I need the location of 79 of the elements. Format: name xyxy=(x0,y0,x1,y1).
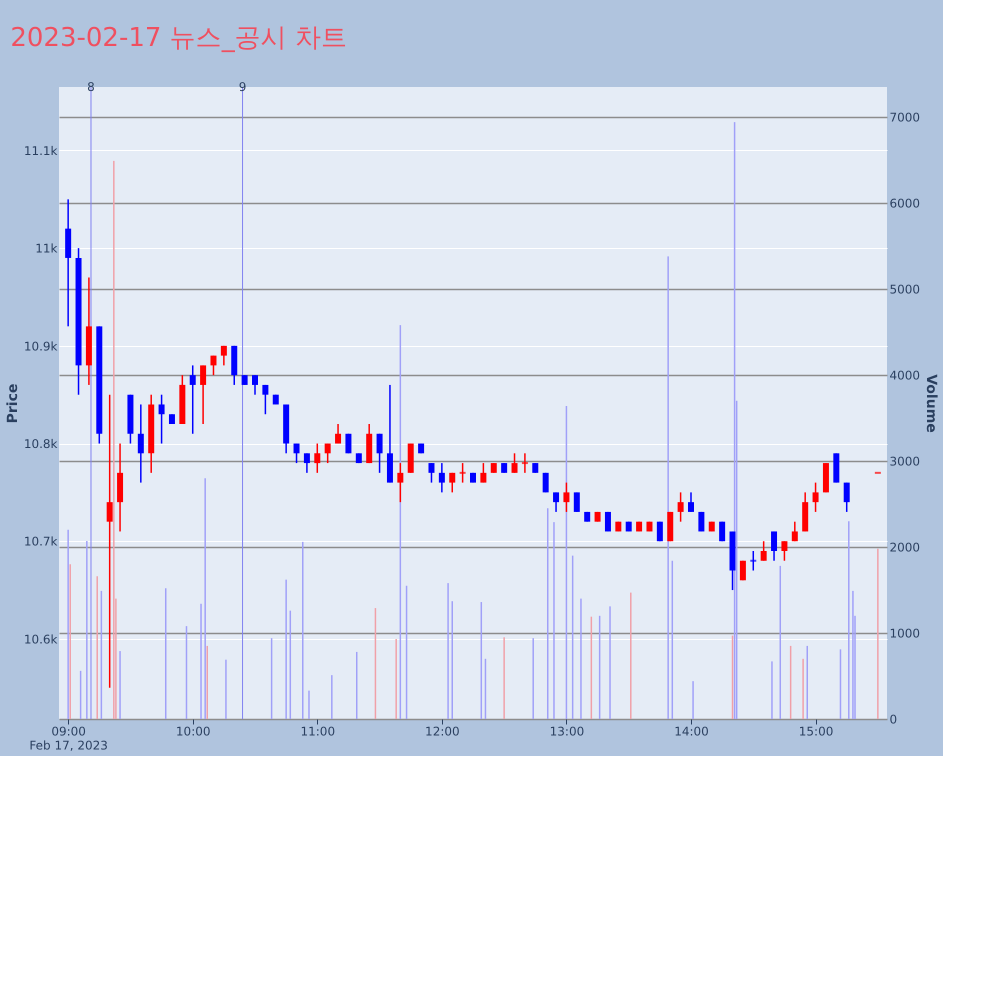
y-tick-label: 10.7k xyxy=(24,534,58,549)
candlestick xyxy=(563,482,570,513)
candlestick xyxy=(200,364,206,425)
y2-tick-label: 7000 xyxy=(890,110,920,125)
candlestick xyxy=(335,423,342,444)
y2-tick-label: 5000 xyxy=(890,282,920,297)
candlestick xyxy=(844,482,850,513)
candlestick xyxy=(771,530,778,562)
x-tick-label: 14:00 xyxy=(674,724,709,738)
candlestick xyxy=(324,442,331,464)
y2-axis-title: Volume xyxy=(923,374,940,433)
candlestick xyxy=(252,374,258,396)
candlestick xyxy=(646,520,652,532)
candlestick xyxy=(532,462,538,474)
candlestick xyxy=(438,462,445,494)
candlestick xyxy=(428,462,434,484)
candlestick xyxy=(220,345,227,366)
candlestick xyxy=(376,433,383,474)
candlestick xyxy=(242,374,248,386)
candlestick xyxy=(740,560,746,582)
y-tick-label: 10.8k xyxy=(24,437,58,452)
candlestick xyxy=(138,404,144,484)
x-tick-label: 12:00 xyxy=(425,724,460,738)
x-tick-label: 10:00 xyxy=(176,724,211,738)
candlestick xyxy=(812,482,819,513)
candlestick xyxy=(345,433,352,454)
candlestick xyxy=(449,472,456,494)
y-tick-label: 11.1k xyxy=(24,144,58,158)
candlestick xyxy=(262,384,268,415)
candlestick xyxy=(719,520,726,542)
candlestick xyxy=(708,520,715,532)
chart-title: 2023-02-17 뉴스_공시 차트 xyxy=(10,23,347,53)
x-tick-label: 09:00 Feb 17, 2023 xyxy=(29,724,108,752)
x-tick-label: 11:00 xyxy=(300,724,336,738)
candlestick xyxy=(553,492,560,513)
candlestick xyxy=(304,452,310,474)
candlestick xyxy=(604,511,611,532)
candlestick xyxy=(792,520,798,542)
y2-tick-label: 2000 xyxy=(890,540,920,555)
candlestick xyxy=(636,520,642,532)
candlestick xyxy=(750,550,756,572)
y2-tick-label: 3000 xyxy=(890,454,920,469)
y-axis-title: Price xyxy=(4,384,21,424)
ref-line-label: 8 xyxy=(87,80,95,94)
candlestick xyxy=(210,354,216,376)
candlestick xyxy=(574,492,580,513)
candlestick xyxy=(688,492,694,513)
candlestick xyxy=(480,462,486,484)
y-tick-label: 10.6k xyxy=(24,632,58,646)
candlestick xyxy=(490,462,497,474)
candlestick xyxy=(781,540,788,562)
candlestick xyxy=(626,520,632,532)
y-tick-label: 10.9k xyxy=(24,339,58,354)
candlestick xyxy=(314,442,320,474)
candlestick xyxy=(512,452,518,474)
candlestick xyxy=(522,452,528,474)
candlestick xyxy=(294,442,300,464)
candlestick xyxy=(418,442,424,454)
candlestick xyxy=(190,364,196,435)
x-tick-label: 13:00 xyxy=(550,724,584,738)
candlestick xyxy=(698,511,704,532)
candlestick xyxy=(460,462,466,484)
candlestick xyxy=(272,394,279,406)
y2-tick-label: 0 xyxy=(890,712,898,726)
ref-line-label: 9 xyxy=(238,80,246,94)
candlestick xyxy=(760,540,767,562)
candlestick xyxy=(397,462,404,503)
candlestick xyxy=(656,520,663,542)
candlestick xyxy=(542,472,549,494)
y-tick-label: 11k xyxy=(35,242,58,256)
candlestick xyxy=(501,462,508,474)
y2-tick-label: 1000 xyxy=(890,626,920,640)
candlestick xyxy=(678,492,684,522)
y2-tick-label: 4000 xyxy=(890,368,920,383)
x-tick-label: 15:00 xyxy=(798,724,834,738)
candlestick xyxy=(158,394,165,444)
y2-tick-label: 6000 xyxy=(890,196,920,211)
candlestick xyxy=(615,520,622,532)
candlestick xyxy=(106,394,113,688)
